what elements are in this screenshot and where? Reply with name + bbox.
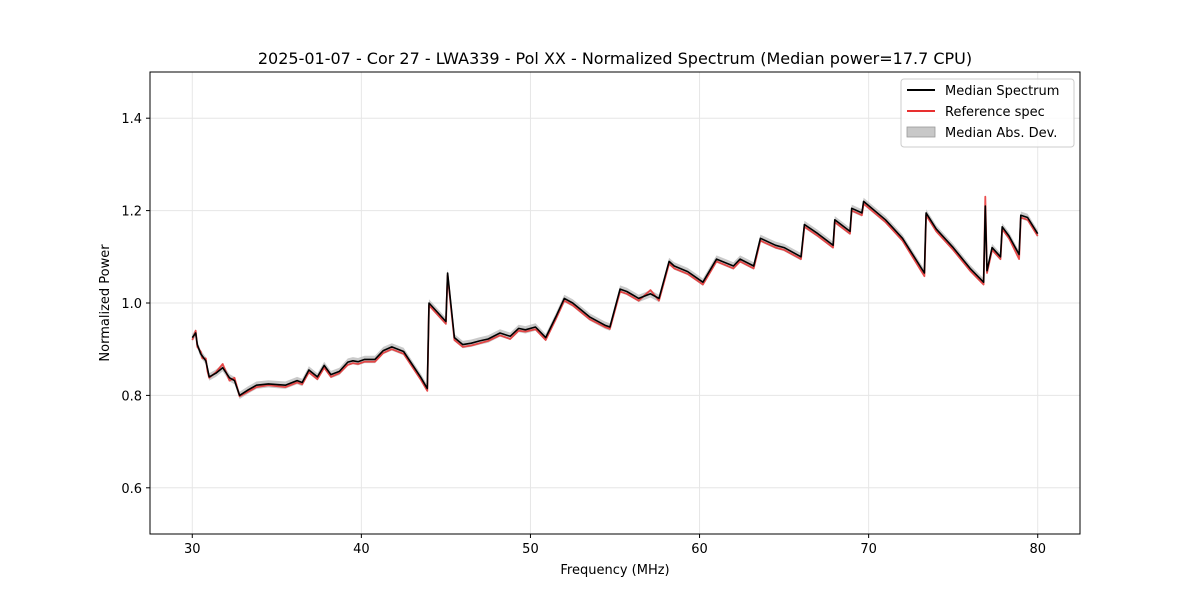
mad-band-layer [192, 197, 1038, 400]
x-tick-label: 30 [184, 542, 201, 557]
x-tick-label: 40 [353, 542, 370, 557]
legend-label: Median Spectrum [945, 84, 1059, 99]
x-tick-label: 50 [522, 542, 539, 557]
legend-swatch [906, 126, 936, 138]
y-tick-label: 0.6 [121, 482, 142, 497]
y-tick-label: 1.2 [121, 205, 142, 220]
x-tick-label: 60 [691, 542, 708, 557]
y-axis-label: Normalized Power [98, 244, 113, 362]
y-tick-label: 1.4 [121, 112, 142, 127]
y-axis-ticks: 0.6 0.8 1.0 1.2 1.4 [121, 112, 150, 497]
x-tick-label: 70 [860, 542, 877, 557]
legend-box [900, 78, 1075, 148]
series-layer [191, 195, 1039, 398]
reference-spec-line [191, 195, 1039, 398]
chart-title: 2025-01-07 - Cor 27 - LWA339 - Pol XX - … [258, 49, 972, 68]
legend-label: Median Abs. Dev. [945, 126, 1057, 141]
y-tick-label: 1.0 [121, 297, 142, 312]
legend-label: Reference spec [945, 105, 1045, 120]
mad-band [192, 197, 1038, 400]
median-spectrum-line [191, 200, 1039, 397]
x-axis-label: Frequency (MHz) [560, 563, 669, 578]
y-tick-label: 0.8 [121, 389, 142, 404]
legend: Median Spectrum Reference spec Median Abs.… [900, 78, 1075, 148]
grid-lines [150, 72, 1080, 534]
x-axis-ticks: 30 40 50 60 70 80 [184, 534, 1046, 557]
x-tick-label: 80 [1029, 542, 1046, 557]
